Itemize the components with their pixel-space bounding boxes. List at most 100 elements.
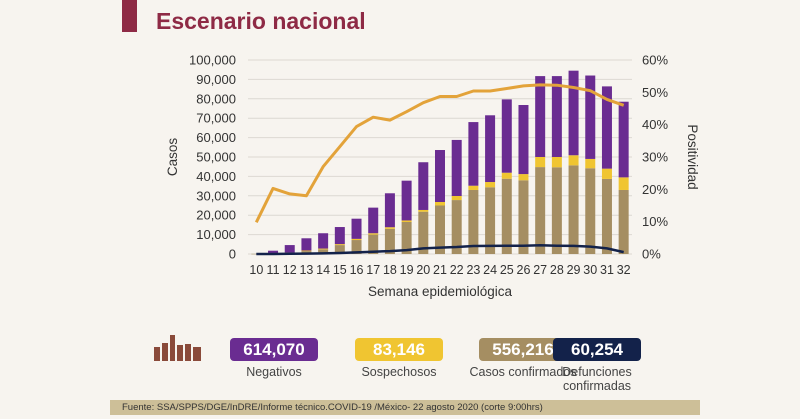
bar-confirmados [535, 167, 546, 254]
x-tick-label: 23 [466, 263, 480, 277]
bar-sospechosos [435, 202, 445, 206]
x-axis-label: Semana epidemiológica [368, 284, 513, 299]
summary-value-0: 614,070 [230, 338, 318, 361]
bar-confirmados [418, 211, 429, 254]
summary-label-3: Defunciones confirmadas [562, 365, 632, 393]
y-tick-label: 0 [229, 247, 236, 262]
bar-sospechosos [418, 209, 429, 212]
bar-negativos [418, 162, 429, 210]
bar-negativos [368, 207, 379, 234]
bar-negativos [601, 86, 612, 169]
bar-negativos [284, 245, 295, 253]
bar-negativos [568, 70, 579, 156]
bar-sospechosos [551, 157, 562, 168]
y2-tick-label: 0% [642, 247, 661, 262]
bar-sospechosos [485, 182, 496, 188]
y-tick-label: 50,000 [196, 150, 236, 165]
bar-negativos [318, 233, 329, 249]
bar-confirmados [351, 240, 362, 254]
bar-sospechosos [585, 158, 596, 169]
bar-negativos [518, 105, 529, 175]
y2-tick-label: 30% [642, 150, 668, 165]
bar-confirmados [485, 187, 496, 254]
summary-value-1: 83,146 [355, 338, 443, 361]
bar-sospechosos [301, 250, 312, 252]
x-tick-label: 24 [483, 263, 497, 277]
bar-sospechosos [501, 172, 512, 179]
chart: 0 10,000 20,000 30,000 40,000 50,000 60,000 70,… [165, 53, 700, 300]
bar-sospechosos [535, 157, 546, 168]
x-tick-label: 32 [617, 263, 631, 277]
bar-sospechosos [601, 168, 612, 179]
x-tick-label: 10 [249, 263, 263, 277]
y-tick-label: 20,000 [196, 208, 236, 223]
bar-confirmados [518, 180, 529, 254]
x-tick-label: 13 [299, 263, 313, 277]
bar-sospechosos [318, 248, 329, 250]
y-tick-label: 70,000 [196, 111, 236, 126]
bar-negativos [551, 76, 562, 157]
bar-negativos [468, 122, 479, 186]
y-tick-label: 90,000 [196, 72, 236, 87]
bar-sospechosos [384, 227, 395, 229]
bar-sospechosos [518, 174, 529, 181]
y2-tick-label: 50% [642, 85, 668, 100]
title-accent-bar [122, 0, 137, 32]
bar-sospechosos [468, 185, 479, 190]
x-tick-label: 14 [316, 263, 330, 277]
summary-label-1: Sospechosos [361, 365, 437, 379]
x-tick-label: 12 [283, 263, 297, 277]
bar-negativos [435, 150, 445, 203]
x-tick-label: 27 [533, 263, 547, 277]
x-tick-label: 18 [383, 263, 397, 277]
y-tick-label: 80,000 [196, 91, 236, 106]
line-defunciones [256, 244, 624, 256]
y-tick-label: 10,000 [196, 227, 236, 242]
bar-confirmados [568, 165, 579, 254]
bar-sospechosos [618, 177, 629, 190]
institution-logo [154, 335, 201, 361]
bar-confirmados [334, 245, 345, 254]
y2-tick-label: 20% [642, 182, 668, 197]
bar-negativos [401, 180, 412, 221]
x-tick-label: 11 [267, 263, 280, 277]
summary-label-2: Casos confirmados [469, 365, 577, 379]
y2-tick-label: 10% [642, 214, 668, 229]
bar-negativos [485, 115, 496, 183]
bar-negativos [618, 101, 629, 178]
bar-sospechosos [568, 155, 579, 166]
y-tick-label: 30,000 [196, 188, 236, 203]
x-tick-label: 19 [400, 263, 414, 277]
bar-confirmados [384, 228, 395, 254]
x-tick-label: 28 [550, 263, 564, 277]
summary-label-0: Negativos [246, 365, 302, 379]
x-tick-label: 29 [567, 263, 581, 277]
summary-value-3: 60,254 [553, 338, 641, 361]
bar-negativos [535, 76, 546, 157]
bar-negativos [501, 99, 512, 173]
y2-axis-label: Positividad [685, 124, 700, 189]
bar-sospechosos [334, 244, 345, 246]
bar-confirmados [501, 178, 512, 254]
bar-negativos [268, 250, 279, 254]
x-tick-label: 25 [500, 263, 514, 277]
summary-value-2: 556,216 [479, 338, 567, 361]
x-tick-label: 26 [517, 263, 531, 277]
x-tick-label: 16 [350, 263, 364, 277]
page-title: Escenario nacional [156, 8, 366, 34]
bar-confirmados [551, 167, 562, 254]
y-tick-label: 60,000 [196, 130, 236, 145]
bar-negativos [351, 218, 362, 239]
bar-confirmados [401, 221, 412, 254]
x-tick-label: 20 [416, 263, 430, 277]
x-tick-label: 15 [333, 263, 347, 277]
y-tick-label: 100,000 [189, 53, 236, 68]
bar-negativos [301, 238, 312, 251]
x-tick-label: 31 [600, 263, 614, 277]
line-positividad [254, 83, 625, 223]
bar-sospechosos [451, 195, 462, 201]
y-tick-label: 40,000 [196, 169, 236, 184]
bar-confirmados [585, 168, 596, 254]
bar-confirmados [318, 249, 329, 254]
bar-confirmados [468, 189, 479, 254]
